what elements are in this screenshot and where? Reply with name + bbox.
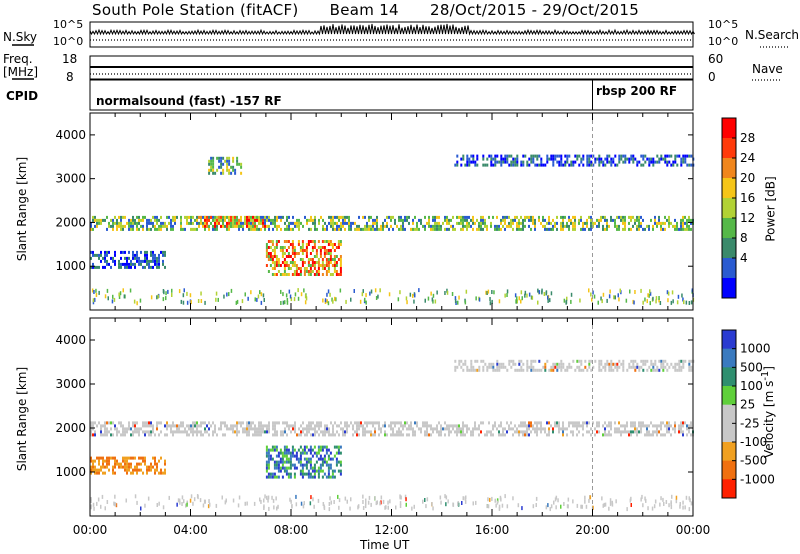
velocity-colorbar bbox=[721, 329, 737, 499]
x-axis-title: Time UT bbox=[360, 538, 410, 552]
freq-label: Freq. bbox=[3, 52, 33, 66]
velocity-colorbar-swatch bbox=[722, 367, 736, 387]
power-echo-region bbox=[90, 250, 166, 269]
power-colorbar-tick-label: 24 bbox=[740, 151, 755, 165]
nsky-tick-low: 10^0 bbox=[53, 35, 84, 48]
power-colorbar-tick-label: 20 bbox=[740, 171, 755, 185]
cpid-panel bbox=[89, 79, 694, 111]
nave-tick-low: 0 bbox=[708, 70, 716, 84]
power-colorbar-tick-label: 12 bbox=[740, 211, 755, 225]
power-echo-region bbox=[265, 240, 342, 276]
x-tick-label: 20:00 bbox=[575, 523, 610, 537]
velocity-colorbar-tick-label: 1000 bbox=[740, 342, 771, 356]
nsearch-tick-low: 10^0 bbox=[708, 35, 739, 48]
power-y-tick-label: 3000 bbox=[55, 172, 86, 186]
velocity-y-tick-label: 3000 bbox=[55, 377, 86, 391]
power-y-tick-label: 1000 bbox=[55, 259, 86, 273]
plot-title: South Pole Station (fitACF) Beam 14 28/O… bbox=[92, 1, 665, 19]
velocity-panel: 4000 3000 2000 1000 1000 500 100 25 -25 -100 -500 -… bbox=[55, 317, 775, 517]
velocity-colorbar-tick-label: 100 bbox=[740, 379, 763, 393]
velocity-echo-region bbox=[265, 445, 342, 479]
station-title: South Pole Station (fitACF) bbox=[92, 1, 299, 19]
beam-title: Beam 14 bbox=[329, 1, 399, 19]
power-colorbar-swatch bbox=[722, 138, 736, 159]
velocity-colorbar-swatch bbox=[722, 442, 736, 462]
nsearch-label: N.Search bbox=[745, 28, 800, 42]
power-colorbar-swatch bbox=[722, 218, 736, 239]
power-near-range-speckle bbox=[91, 288, 695, 306]
velocity-echo-region bbox=[454, 359, 695, 372]
velocity-colorbar-tick-label: -500 bbox=[740, 454, 767, 468]
x-tick-label: 00:00 bbox=[676, 523, 711, 537]
power-colorbar bbox=[721, 117, 737, 299]
velocity-colorbar-tick-label: 25 bbox=[740, 398, 755, 412]
velocity-colorbar-tick-label: -25 bbox=[740, 416, 760, 430]
velocity-colorbar-tick-label: 500 bbox=[740, 360, 763, 374]
cpid-label: CPID bbox=[6, 89, 39, 103]
power-frame bbox=[89, 112, 694, 311]
velocity-colorbar-swatch bbox=[722, 330, 736, 350]
velocity-colorbar-swatch bbox=[722, 423, 736, 443]
cpid-segment-normalsound: normalsound (fast) -157 RF bbox=[96, 94, 282, 108]
nsky-panel bbox=[89, 21, 694, 48]
freq-tick-high: 18 bbox=[62, 52, 78, 66]
velocity-near-range-speckle bbox=[90, 494, 693, 512]
power-echo-region bbox=[198, 215, 266, 228]
power-colorbar-swatch bbox=[722, 258, 736, 279]
power-colorbar-tick-label: 4 bbox=[740, 251, 748, 265]
velocity-colorbar-tick-label: -1000 bbox=[740, 472, 775, 486]
power-colorbar-tick-label: 8 bbox=[740, 231, 748, 245]
x-tick-label: 16:00 bbox=[475, 523, 510, 537]
power-echo-region bbox=[454, 154, 695, 167]
nave-label: Nave bbox=[752, 62, 783, 76]
velocity-frame bbox=[89, 317, 694, 517]
power-echo-region bbox=[208, 156, 243, 175]
power-colorbar-tick-label: 28 bbox=[740, 131, 755, 145]
velocity-colorbar-swatch bbox=[722, 404, 736, 424]
velocity-y-tick-label: 1000 bbox=[55, 465, 86, 479]
cpid-segment-rbsp: rbsp 200 RF bbox=[596, 84, 678, 98]
velocity-colorbar-tick-label: -100 bbox=[740, 435, 767, 449]
nave-tick-high: 60 bbox=[708, 52, 724, 66]
power-y-tick-label: 4000 bbox=[55, 128, 86, 142]
nsearch-tick-high: 10^5 bbox=[708, 18, 739, 31]
velocity-echo-region bbox=[90, 456, 166, 475]
power-colorbar-swatch bbox=[722, 158, 736, 179]
nsky-trace bbox=[89, 23, 695, 36]
power-colorbar-swatch bbox=[722, 238, 736, 259]
velocity-echo-region bbox=[90, 421, 694, 437]
power-y-tick-label: 2000 bbox=[55, 215, 86, 229]
velocity-y-tick-label: 2000 bbox=[55, 421, 86, 435]
nsky-tick-high: 10^5 bbox=[53, 18, 84, 31]
velocity-colorbar-swatch bbox=[722, 386, 736, 406]
power-colorbar-swatch bbox=[722, 198, 736, 219]
date-range-title: 28/Oct/2015 - 29/Oct/2015 bbox=[429, 1, 640, 19]
freq-tick-low: 8 bbox=[66, 70, 74, 84]
velocity-y-tick-label: 4000 bbox=[55, 333, 86, 347]
power-colorbar-swatch bbox=[722, 118, 736, 139]
power-echo-region bbox=[90, 215, 694, 231]
velocity-colorbar-swatch bbox=[722, 479, 736, 499]
power-colorbar-swatch bbox=[722, 278, 736, 299]
nsky-label: N.Sky bbox=[3, 30, 38, 44]
power-colorbar-tick-label: 16 bbox=[740, 191, 755, 205]
freq-units-label: [MHz] bbox=[3, 65, 39, 79]
x-tick-label: 12:00 bbox=[374, 523, 409, 537]
velocity-colorbar-swatch bbox=[722, 348, 736, 368]
velocity-colorbar-swatch bbox=[722, 460, 736, 480]
x-tick-label: 08:00 bbox=[274, 523, 309, 537]
x-tick-label: 04:00 bbox=[173, 523, 208, 537]
power-colorbar-swatch bbox=[722, 178, 736, 199]
x-tick-label: 00:00 bbox=[73, 523, 108, 537]
power-panel: 4000 3000 2000 1000 28 24 20 16 12 8 4 bbox=[55, 112, 755, 311]
